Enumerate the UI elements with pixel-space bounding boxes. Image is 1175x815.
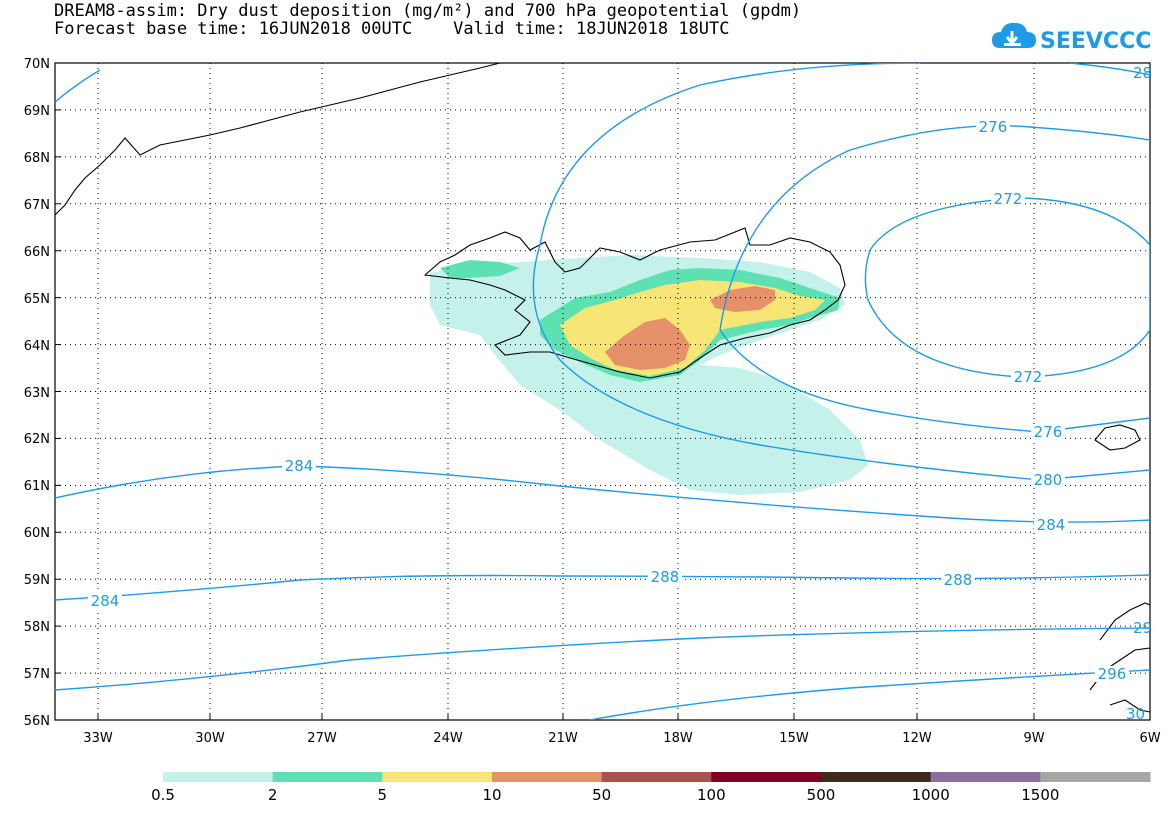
lat-label: 63N [24, 386, 50, 401]
contour-292 [55, 627, 1150, 691]
contour-288 [55, 574, 1150, 601]
contour-label: 30 [1126, 705, 1145, 723]
label-bg [941, 572, 975, 588]
contour-label: 296 [1098, 665, 1127, 683]
contour-label: 284 [91, 592, 120, 610]
lon-label: 24W [433, 731, 463, 746]
colorbar-swatch [382, 772, 493, 782]
lat-label: 58N [24, 620, 50, 635]
colorbar-swatch [930, 772, 1041, 782]
lat-label: 66N [24, 245, 50, 260]
label-bg [976, 119, 1010, 135]
coast-faroe-norway [1094, 424, 1141, 451]
label-bg [1031, 424, 1065, 440]
geopotential-contours [55, 63, 1150, 720]
colorbar-label: 1000 [912, 786, 950, 804]
logo-text: SEEVCCC [1040, 29, 1150, 54]
label-bg [1095, 666, 1129, 682]
lon-label: 15W [779, 731, 809, 746]
contour-label: 28 [1133, 64, 1152, 82]
lon-label: 27W [307, 731, 337, 746]
lon-label: 18W [663, 731, 693, 746]
colorbar-swatch [163, 772, 274, 782]
lon-label: 12W [902, 731, 932, 746]
seevccc-logo: SEEVCCC [992, 22, 1150, 54]
lat-label: 64N [24, 339, 50, 354]
lat-label: 67N [24, 198, 50, 213]
contour-label: 284 [285, 457, 314, 475]
label-bg [88, 593, 122, 609]
colorbar-label: 10 [482, 786, 501, 804]
colorbar-swatch [711, 772, 822, 782]
colorbar-label: 100 [697, 786, 726, 804]
lat-label: 70N [24, 57, 50, 72]
map-title-line1: DREAM8-assim: Dry dust deposition (mg/m²… [54, 1, 802, 21]
cloud-download-icon [992, 22, 1036, 48]
label-bg [1031, 472, 1065, 488]
lat-label: 68N [24, 151, 50, 166]
graticule [55, 63, 1150, 720]
lat-label: 56N [24, 714, 50, 729]
colorbar-swatch [821, 772, 932, 782]
lon-label: 21W [548, 731, 578, 746]
contour-label: 276 [979, 118, 1008, 136]
coast-iceland [423, 227, 846, 379]
colorbar-label: 50 [592, 786, 611, 804]
contour-nw [55, 69, 101, 103]
lat-label: 60N [24, 526, 50, 541]
lat-label: 69N [24, 104, 50, 119]
contour-label: 288 [651, 568, 680, 586]
contour-label: 284 [1037, 516, 1066, 534]
colorbar-swatch [1040, 772, 1151, 782]
dust-shade-2b [440, 260, 520, 278]
label-bg [648, 569, 682, 585]
contour-284 [55, 465, 1150, 523]
lon-label: 33W [83, 731, 113, 746]
colorbar-swatch [272, 772, 383, 782]
contour-label: 272 [994, 190, 1023, 208]
lat-label: 62N [24, 432, 50, 447]
label-bg [1011, 369, 1045, 385]
colorbar-label: 2 [268, 786, 278, 804]
lon-label: 30W [195, 731, 225, 746]
colorbar-label: 5 [378, 786, 388, 804]
map-title-line2: Forecast base time: 16JUN2018 00UTC Vali… [54, 19, 730, 39]
label-bg [991, 191, 1025, 207]
contour-272 [864, 197, 1150, 378]
colorbar-label: 500 [807, 786, 836, 804]
lat-label: 59N [24, 573, 50, 588]
lon-label: 9W [1023, 731, 1044, 746]
colorbar-label: 1500 [1021, 786, 1059, 804]
colorbar-swatch [492, 772, 603, 782]
label-bg [282, 458, 316, 474]
contour-280 [532, 63, 1150, 481]
contour-276 [719, 124, 1150, 433]
contour-label: 272 [1014, 368, 1043, 386]
contour-label: 29 [1133, 619, 1152, 637]
lat-label: 65N [24, 292, 50, 307]
lon-label: 6W [1139, 731, 1160, 746]
contour-296 [589, 669, 1150, 720]
colorbar-swatch [601, 772, 712, 782]
longitude-labels: 33W 30W 27W 24W 21W 18W 15W 12W 9W 6W [83, 731, 1160, 746]
lat-label: 61N [24, 479, 50, 494]
latitude-labels: 70N 69N 68N 67N 66N 65N 64N 63N 62N 61N … [24, 57, 50, 729]
dust-shade-10 [605, 318, 690, 370]
lat-label: 57N [24, 667, 50, 682]
coastlines [55, 63, 1150, 713]
contour-280-top [1069, 63, 1150, 76]
colorbar-label: 0.5 [151, 786, 175, 804]
dust-shade-10b [710, 286, 775, 312]
label-bg [1034, 517, 1068, 533]
colorbar: 0.5 2 5 10 50 100 500 1000 1500 [151, 772, 1151, 804]
coast-greenland [55, 63, 501, 216]
contour-label: 276 [1034, 423, 1063, 441]
contour-label: 288 [944, 571, 973, 589]
contour-label: 280 [1034, 471, 1063, 489]
